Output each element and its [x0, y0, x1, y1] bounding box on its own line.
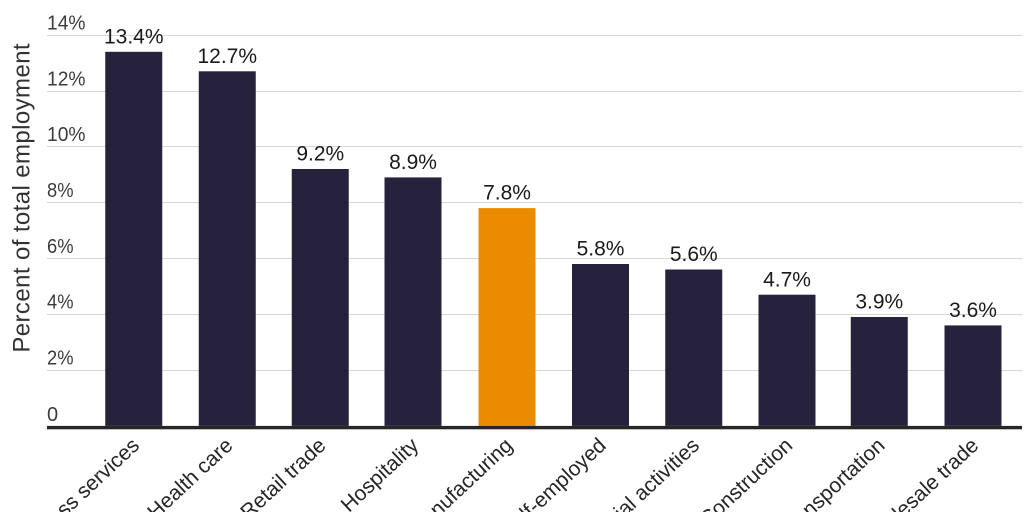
- svg-text:8.9%: 8.9%: [389, 151, 437, 174]
- svg-text:4.7%: 4.7%: [763, 268, 811, 291]
- svg-text:12%: 12%: [47, 68, 86, 90]
- svg-text:8%: 8%: [47, 180, 74, 202]
- svg-text:3.6%: 3.6%: [949, 299, 997, 322]
- svg-text:9.2%: 9.2%: [296, 143, 344, 166]
- svg-text:0: 0: [47, 404, 58, 426]
- svg-text:2%: 2%: [47, 348, 74, 370]
- svg-text:3.9%: 3.9%: [855, 291, 903, 314]
- svg-text:13.4%: 13.4%: [104, 25, 164, 48]
- svg-text:12.7%: 12.7%: [197, 45, 257, 68]
- svg-text:7.8%: 7.8%: [483, 182, 531, 205]
- svg-text:14%: 14%: [47, 13, 86, 35]
- svg-text:5.8%: 5.8%: [577, 238, 625, 261]
- svg-text:10%: 10%: [47, 124, 86, 146]
- svg-text:4%: 4%: [47, 292, 74, 314]
- svg-text:6%: 6%: [47, 236, 74, 258]
- svg-text:Percent of total employment: Percent of total employment: [9, 43, 36, 353]
- svg-text:5.6%: 5.6%: [670, 243, 718, 266]
